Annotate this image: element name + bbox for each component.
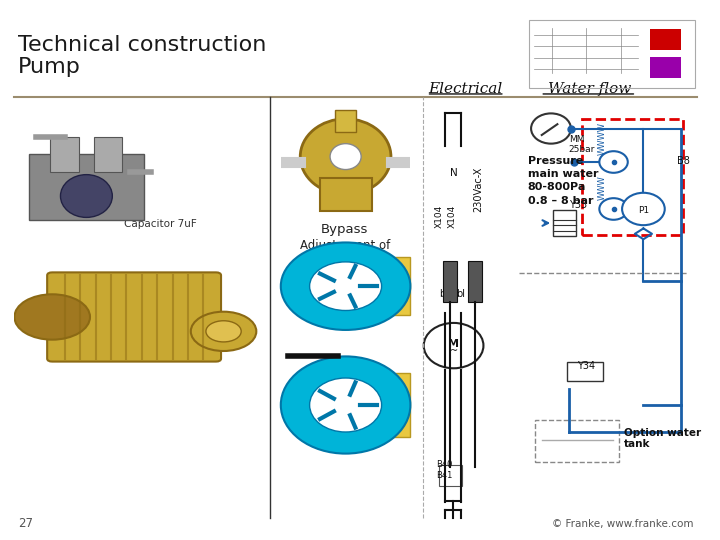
Bar [650,57,681,78]
Text: ~: ~ [449,346,458,356]
Text: X104: X104 [448,204,456,228]
Text: B8: B8 [677,156,690,166]
Text: Pump: Pump [18,57,81,77]
Circle shape [191,312,256,351]
Text: bl: bl [456,289,465,299]
Text: Y33: Y33 [569,200,587,210]
Text: M: M [448,339,459,349]
Circle shape [281,242,410,330]
Text: X104: X104 [435,204,444,228]
Circle shape [424,323,483,368]
Text: P1: P1 [638,206,649,215]
Text: 27: 27 [18,517,33,530]
Bar [336,110,356,132]
Circle shape [599,198,628,220]
Bar [553,210,576,236]
Circle shape [310,262,382,310]
Text: Water flow: Water flow [549,82,631,96]
FancyBboxPatch shape [48,272,221,362]
Bar [468,261,482,302]
Circle shape [531,113,571,144]
Text: water pressure: water pressure [300,254,390,267]
Text: Adjustement of: Adjustement of [300,239,390,252]
Text: WWW: WWW [598,175,607,200]
Text: N: N [450,168,457,178]
Bar [360,257,410,315]
Circle shape [622,193,665,225]
Bar [582,119,683,235]
Text: 230Vac-X: 230Vac-X [473,166,482,212]
Text: Capacitor 7uF: Capacitor 7uF [125,219,197,229]
Circle shape [310,378,382,432]
Bar [94,137,122,172]
Text: MM
25bar: MM 25bar [569,135,595,154]
Text: Option water
tank: Option water tank [624,428,701,449]
Text: Bypass: Bypass [321,223,369,236]
Text: Y34: Y34 [577,361,595,371]
Bar [29,154,144,220]
Text: © Franke, www.franke.com: © Franke, www.franke.com [552,519,693,529]
Circle shape [300,119,391,194]
Bar [439,465,462,486]
Circle shape [330,144,361,170]
Circle shape [206,321,241,342]
Bar [360,373,410,437]
Circle shape [281,356,410,454]
Text: WWWW: WWWW [598,122,607,156]
Bar [443,261,457,302]
Circle shape [60,174,112,218]
Text: Technical construction: Technical construction [18,35,266,55]
Bar [650,29,681,50]
Bar [536,420,619,462]
Text: bn: bn [438,289,451,299]
Bar [567,362,603,381]
Circle shape [599,151,628,173]
Bar [320,178,372,211]
Text: B40
B41: B40 B41 [436,460,452,480]
Bar [50,137,79,172]
Text: Electrical: Electrical [428,82,503,96]
Circle shape [14,294,90,340]
Text: Pressure
main water
80-800Pa
0.8 – 8 bar: Pressure main water 80-800Pa 0.8 – 8 bar [528,156,598,206]
